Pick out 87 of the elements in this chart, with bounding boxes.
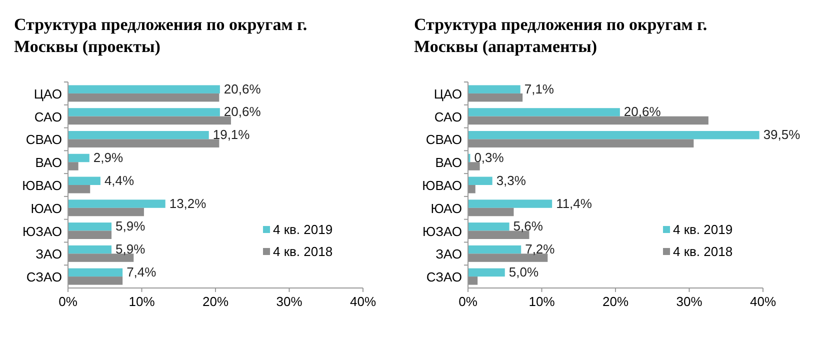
x-tick-label: 40% (750, 294, 776, 309)
bar (68, 276, 123, 285)
bar (468, 162, 480, 170)
bar (468, 245, 522, 254)
bar (68, 200, 166, 208)
data-label: 13,2% (169, 196, 207, 211)
bar (68, 85, 220, 94)
data-label: 7,4% (126, 264, 157, 280)
data-label: 19,1% (212, 127, 250, 142)
data-label: 3,3% (496, 172, 526, 188)
x-tick-label: 40% (350, 294, 376, 309)
y-tick-label: ЗАО (36, 246, 62, 262)
bar (468, 200, 552, 208)
data-label: 7,2% (525, 242, 556, 257)
bar (468, 130, 760, 140)
bar (68, 162, 78, 170)
legend-label: 4 кв. 2018 (673, 244, 733, 259)
bar (68, 139, 220, 148)
bar (68, 268, 123, 277)
chart-title: Структура предложения по округам г. Москвы (проекты) (14, 15, 308, 56)
x-tick-label: 10% (528, 294, 556, 309)
y-tick-label: ЮЗАО (422, 224, 462, 239)
y-tick-label: ЦАО (34, 86, 62, 102)
bar (68, 154, 90, 162)
data-label: 20,6% (224, 81, 262, 96)
y-tick-label: СЗАО (26, 270, 62, 285)
data-label: 5,0% (508, 264, 539, 280)
x-tick-label: 10% (128, 294, 156, 309)
bar (468, 222, 510, 231)
x-tick-label: 20% (202, 294, 229, 309)
legend-label: 4 кв. 2019 (273, 222, 333, 237)
data-label: 7,1% (524, 81, 554, 96)
bar (68, 130, 209, 140)
bar (468, 268, 505, 277)
legend-label: 4 кв. 2019 (673, 222, 733, 237)
bar (68, 245, 112, 254)
data-label: 20,6% (224, 104, 262, 120)
legend-label: 4 кв. 2018 (273, 244, 333, 259)
y-tick-label: САО (34, 109, 62, 124)
y-tick-label: ЮЗАО (22, 224, 62, 239)
data-label: 5,9% (116, 242, 146, 257)
bar (68, 230, 112, 240)
y-tick-label: СЗАО (426, 270, 462, 285)
y-tick-label: СВАО (26, 132, 62, 148)
bar (68, 176, 100, 185)
y-tick-label: ЮАО (430, 200, 462, 216)
bar (468, 208, 514, 216)
data-label: 39,5% (763, 127, 801, 142)
bar (68, 222, 112, 231)
bar (468, 139, 694, 148)
x-tick-label: 20% (602, 294, 629, 309)
data-label: 20,6% (624, 104, 662, 120)
y-tick-label: ВАО (435, 155, 462, 170)
y-tick-label: ЗАО (436, 246, 462, 262)
y-tick-label: ЮАО (30, 200, 62, 216)
data-label: 5,9% (116, 218, 146, 234)
data-label: 4,4% (104, 172, 135, 188)
y-tick-label: САО (434, 109, 462, 124)
bar (68, 185, 90, 194)
bar (68, 208, 144, 216)
bar (468, 85, 520, 94)
y-tick-label: ЦАО (434, 86, 462, 102)
y-tick-label: ЮВАО (422, 178, 462, 193)
data-label: 0,3% (474, 150, 504, 165)
data-label: 2,9% (93, 150, 124, 165)
bar (468, 176, 492, 185)
bar (468, 116, 708, 125)
bar (68, 108, 220, 116)
bar (468, 276, 478, 285)
data-label: 11,4% (556, 196, 592, 211)
bar (468, 230, 530, 240)
y-tick-label: ЮВАО (22, 178, 62, 193)
y-tick-label: ВАО (35, 155, 62, 170)
bar (68, 116, 231, 125)
bar (468, 254, 548, 262)
bar (468, 185, 476, 194)
data-label: 5,6% (513, 218, 544, 234)
x-tick-label: 0% (458, 294, 478, 309)
x-tick-label: 30% (276, 294, 303, 309)
bar (68, 254, 134, 262)
x-tick-label: 30% (676, 294, 703, 309)
bar (68, 93, 220, 102)
bar (468, 93, 523, 102)
chart-title: Структура предложения по округам г. Москвы (апартаменты) (414, 15, 708, 56)
x-tick-label: 0% (58, 294, 78, 309)
bar (468, 108, 620, 116)
y-tick-label: СВАО (426, 132, 462, 148)
